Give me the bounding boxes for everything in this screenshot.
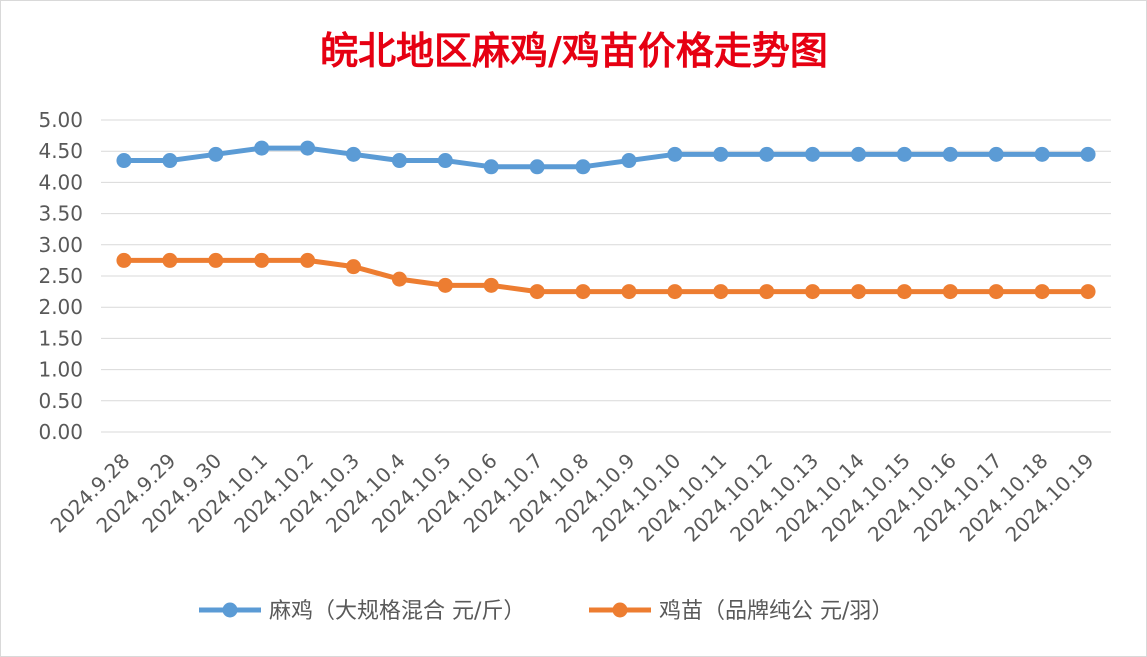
data-point	[896, 146, 912, 162]
data-point	[483, 159, 499, 175]
y-tick-label: 2.00	[38, 295, 83, 319]
data-point	[759, 284, 775, 300]
data-point	[1080, 146, 1096, 162]
data-point	[300, 252, 316, 268]
legend-label: 麻鸡（大规格混合 元/斤）	[269, 599, 525, 624]
data-point	[988, 284, 1004, 300]
y-tick-label: 0.50	[38, 389, 83, 413]
data-point	[1034, 284, 1050, 300]
data-point	[346, 146, 361, 162]
data-point	[988, 146, 1004, 162]
legend-item-1: 麻鸡（大规格混合 元/斤）	[199, 599, 525, 624]
data-point	[483, 277, 499, 293]
data-point	[254, 252, 270, 268]
data-point	[437, 153, 453, 169]
grid-layer	[101, 119, 1111, 433]
data-point	[713, 146, 729, 162]
y-tick-label: 4.00	[38, 170, 83, 194]
data-point	[713, 284, 729, 300]
y-tick-label: 3.00	[38, 233, 83, 257]
y-tick-label: 2.50	[38, 264, 83, 288]
chart-title: 皖北地区麻鸡/鸡苗价格走势图	[320, 28, 828, 73]
data-point	[437, 277, 453, 293]
data-point	[1034, 146, 1050, 162]
data-point	[575, 159, 591, 175]
series-line	[121, 257, 1091, 295]
data-point	[805, 146, 821, 162]
data-point	[851, 146, 866, 162]
series-1	[116, 140, 1096, 175]
legend-swatch-marker	[612, 602, 628, 618]
legend-swatch-marker	[222, 602, 238, 618]
data-point	[529, 284, 545, 300]
series-line	[121, 145, 1091, 170]
data-point	[346, 259, 361, 275]
y-axis: 0.00 0.50 1.00 1.50 2.00 2.50 3.00 3.50 4.00 4.50…	[38, 108, 83, 444]
data-point	[300, 140, 316, 156]
data-point	[942, 284, 958, 300]
data-point	[621, 153, 637, 169]
data-point	[667, 146, 683, 162]
y-tick-label: 1.00	[38, 358, 83, 382]
legend-item-2: 鸡苗（品牌纯公 元/羽）	[589, 599, 893, 624]
data-point	[391, 153, 407, 169]
y-tick-label: 3.50	[38, 202, 83, 226]
y-tick-label: 5.00	[38, 108, 83, 132]
legend: 麻鸡（大规格混合 元/斤） 鸡苗（品牌纯公 元/羽）	[199, 599, 893, 624]
y-tick-label: 0.00	[38, 420, 83, 444]
data-point	[1080, 284, 1096, 300]
y-tick-label: 4.50	[38, 139, 83, 163]
data-point	[208, 146, 224, 162]
data-point	[162, 252, 178, 268]
series-2	[116, 252, 1096, 300]
data-point	[208, 252, 224, 268]
data-point	[575, 284, 591, 300]
data-point	[162, 153, 178, 169]
data-point	[805, 284, 821, 300]
data-point	[667, 284, 683, 300]
data-point	[254, 140, 270, 156]
y-tick-label: 1.50	[38, 326, 83, 350]
data-point	[391, 271, 407, 287]
data-point	[529, 159, 545, 175]
legend-label: 鸡苗（品牌纯公 元/羽）	[659, 599, 893, 624]
x-axis: 2024.9.282024.9.292024.9.302024.10.12024…	[46, 449, 1099, 547]
data-point	[851, 284, 866, 300]
data-point	[116, 153, 132, 169]
series-layer	[116, 140, 1096, 300]
data-point	[621, 284, 637, 300]
data-point	[116, 252, 132, 268]
data-point	[759, 146, 775, 162]
data-point	[896, 284, 912, 300]
data-point	[942, 146, 958, 162]
